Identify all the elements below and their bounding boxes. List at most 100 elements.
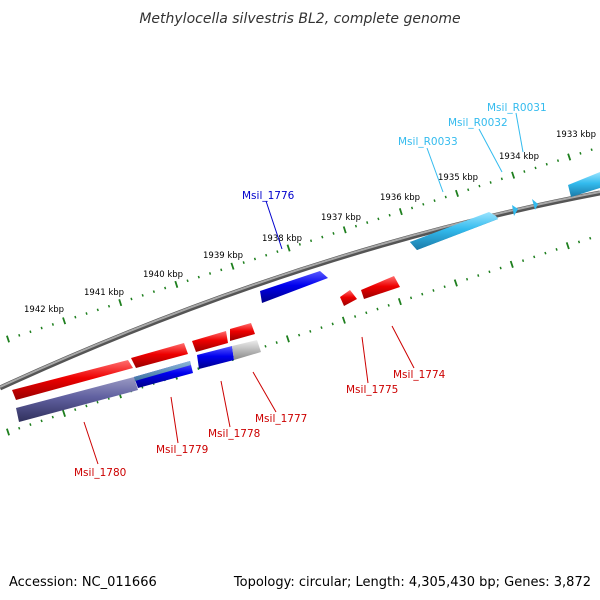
leader-msil-1777 (252, 371, 277, 413)
gene-msil-1780[interactable] (16, 377, 138, 422)
inner-ruler-major-tick (6, 428, 10, 436)
gene-msil-r0032[interactable] (512, 205, 518, 216)
outer-ruler-major-tick (230, 262, 235, 270)
outer-ruler-minor-tick (208, 272, 212, 275)
outer-ruler-minor-tick (107, 304, 111, 308)
inner-ruler-major-tick (565, 242, 570, 250)
outer-ruler-major-tick (62, 317, 67, 325)
inner-ruler-minor-tick (376, 307, 379, 311)
outer-ruler-minor-tick (321, 235, 324, 239)
inner-ruler-minor-tick (432, 289, 435, 292)
outer-ruler-major-tick (118, 299, 123, 307)
outer-ruler-minor-tick (579, 151, 582, 155)
leader-msil-1775 (361, 336, 369, 384)
gene-msil-1777[interactable] (232, 340, 261, 360)
gene-label-msil-r0033[interactable]: Msil_R0033 (398, 136, 458, 148)
gene-msil-1774[interactable] (361, 276, 400, 299)
gene-msil-r0031[interactable] (532, 199, 538, 210)
reverse-gene-track (16, 340, 261, 422)
inner-ruler-minor-tick (465, 277, 469, 281)
outer-ruler-minor-tick (489, 181, 492, 184)
genome-summary-text: Topology: circular; Length: 4,305,430 bp… (233, 575, 591, 590)
gene-msil-1776[interactable] (260, 271, 328, 303)
outer-ruler-minor-tick (467, 188, 470, 192)
leader-msil-r0031 (515, 112, 524, 153)
inner-ruler-minor-tick (74, 408, 77, 412)
outer-ruler-major-tick (567, 153, 572, 161)
outer-ruler-minor-tick (276, 250, 279, 254)
inner-ruler-minor-tick (499, 266, 502, 270)
outer-ruler-major-tick (398, 208, 403, 216)
gene-msil-1779-upper[interactable] (131, 343, 188, 368)
outer-ruler-minor-tick (388, 213, 391, 217)
inner-ruler-minor-tick (51, 415, 54, 419)
outer-ruler-minor-tick (478, 184, 481, 188)
outer-ruler-minor-tick (29, 330, 32, 334)
leader-msil-r0032 (478, 128, 503, 173)
inner-ruler-minor-tick (387, 303, 390, 307)
outer-ruler-minor-tick (96, 308, 99, 312)
gene-label-msil-1779[interactable]: Msil_1779 (156, 444, 208, 456)
gene-label-msil-1780[interactable]: Msil_1780 (74, 467, 126, 479)
inner-ruler (6, 236, 592, 436)
leader-msil-r0033 (426, 147, 444, 193)
kbp-label-1935: 1935 kbp (438, 173, 478, 183)
outer-ruler-major-tick (342, 226, 347, 234)
leader-msil-1779 (170, 396, 179, 444)
outer-ruler-minor-tick (500, 177, 503, 181)
gene-label-msil-1778[interactable]: Msil_1778 (208, 428, 260, 440)
outer-ruler-major-tick (511, 171, 516, 179)
gene-msil-1777-upper[interactable] (230, 323, 255, 341)
outer-ruler-minor-tick (556, 159, 560, 163)
leader-msil-1776 (265, 200, 283, 250)
inner-ruler-minor-tick (18, 426, 21, 430)
kbp-label-1939: 1939 kbp (203, 251, 243, 261)
gene-rna-edge[interactable] (568, 172, 600, 197)
inner-ruler-minor-tick (85, 404, 88, 408)
inner-ruler-major-tick (341, 316, 346, 324)
gene-label-msil-1775[interactable]: Msil_1775 (346, 384, 398, 396)
outer-ruler-minor-tick (545, 162, 548, 166)
inner-ruler-minor-tick (320, 326, 323, 330)
map-title: Methylocella silvestris BL2, complete ge… (139, 11, 460, 27)
inner-ruler-major-tick (509, 260, 514, 268)
gene-msil-1775[interactable] (340, 290, 357, 306)
inner-ruler-minor-tick (331, 322, 334, 326)
outer-ruler-minor-tick (51, 323, 55, 326)
outer-ruler-minor-tick (74, 315, 77, 319)
outer-ruler-minor-tick (298, 242, 301, 246)
inner-ruler-minor-tick (477, 274, 480, 277)
outer-ruler-minor-tick (197, 275, 200, 279)
gene-msil-r0033[interactable] (410, 212, 498, 250)
outer-ruler-minor-tick (242, 261, 245, 264)
outer-ruler-minor-tick (85, 312, 88, 315)
outer-ruler-minor-tick (534, 166, 537, 170)
inner-ruler-minor-tick (443, 285, 446, 289)
gene-label-msil-r0032[interactable]: Msil_R0032 (448, 117, 508, 129)
gene-msil-1780-upper[interactable] (12, 360, 133, 400)
outer-ruler-major-tick (6, 335, 10, 343)
outer-ruler (6, 148, 593, 343)
outer-ruler-minor-tick (410, 206, 414, 210)
gene-label-msil-1777[interactable]: Msil_1777 (255, 413, 307, 425)
outer-ruler-minor-tick (253, 257, 257, 261)
kbp-label-1937: 1937 kbp (321, 213, 361, 223)
accession-text: Accession: NC_011666 (9, 575, 157, 590)
outer-ruler-minor-tick (130, 297, 133, 301)
inner-ruler-minor-tick (29, 423, 32, 426)
inner-ruler-minor-tick (544, 251, 547, 255)
gene-label-msil-1774[interactable]: Msil_1774 (393, 369, 446, 381)
inner-ruler-minor-tick (40, 419, 43, 423)
outer-ruler-major-tick (455, 189, 459, 197)
gene-msil-1778-upper[interactable] (192, 331, 228, 352)
forward-gene-track (12, 276, 400, 400)
gene-label-msil-r0031[interactable]: Msil_R0031 (487, 102, 547, 114)
outer-ruler-minor-tick (152, 290, 156, 294)
gene-msil-1778[interactable] (197, 346, 234, 369)
outer-ruler-minor-tick (377, 217, 380, 221)
inner-ruler-major-tick (62, 409, 66, 417)
gene-label-msil-1776[interactable]: Msil_1776 (242, 190, 295, 202)
inner-ruler-minor-tick (197, 367, 200, 371)
outer-ruler-minor-tick (523, 170, 526, 173)
outer-gene-track (260, 172, 600, 303)
